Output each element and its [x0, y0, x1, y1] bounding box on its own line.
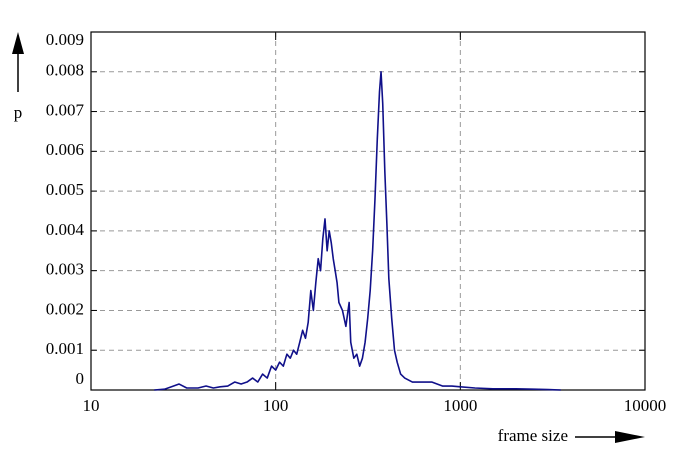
y-tick-label: 0.005 — [46, 180, 84, 199]
y-tick-label: 0 — [76, 369, 85, 388]
y-arrow-head — [12, 32, 24, 54]
y-tick-label: 0.003 — [46, 260, 84, 279]
x-axis-label: frame size — [498, 426, 568, 445]
x-arrow-head — [615, 431, 645, 443]
x-tick-label: 1000 — [443, 396, 477, 415]
y-tick-label: 0.009 — [46, 30, 84, 49]
y-tick-label: 0.002 — [46, 299, 84, 318]
y-tick-label: 0.008 — [46, 61, 84, 80]
plot-frame — [90, 31, 646, 391]
y-tick-label: 0.007 — [46, 100, 85, 119]
data-line — [154, 70, 561, 391]
y-tick-label: 0.006 — [46, 140, 84, 159]
y-tick-label: 0.001 — [46, 339, 84, 358]
y-tick-label: 0.004 — [46, 220, 85, 239]
x-tick-label: 10 — [83, 396, 100, 415]
y-axis-label: p — [14, 103, 23, 122]
x-tick-label: 10000 — [624, 396, 667, 415]
x-tick-label: 100 — [263, 396, 289, 415]
